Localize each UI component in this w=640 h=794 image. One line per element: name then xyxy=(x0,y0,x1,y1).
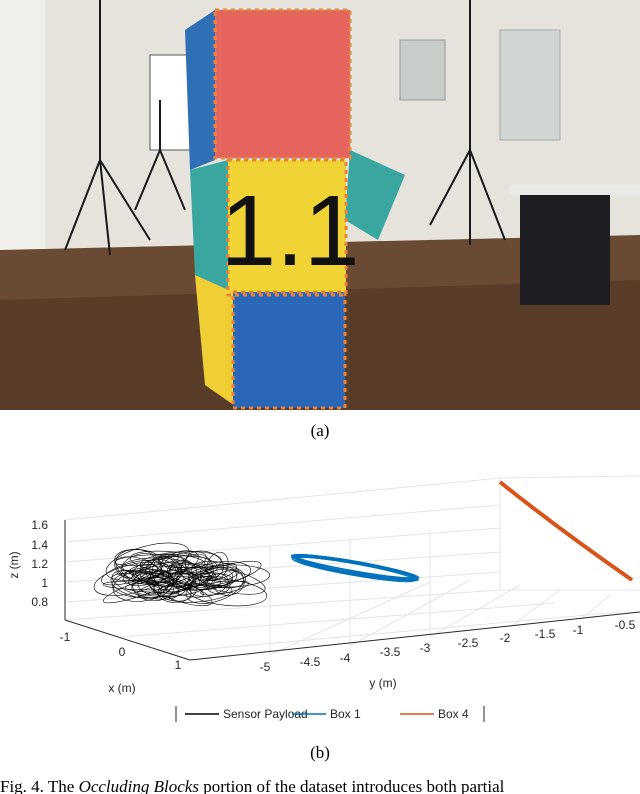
box1-trajectory xyxy=(290,553,420,583)
caption-prefix: Fig. 4. The xyxy=(0,777,79,794)
payload-loop xyxy=(114,556,164,585)
z-tick-label: 1 xyxy=(41,576,48,590)
box4-trajectory xyxy=(498,480,634,582)
payload-loop xyxy=(199,561,252,582)
payload-loop xyxy=(189,572,229,597)
payload-loop xyxy=(111,565,195,598)
payload-loop xyxy=(200,563,238,582)
x-tick-label: 1 xyxy=(175,658,182,672)
z-tick-label: 1.4 xyxy=(31,538,48,552)
payload-loop xyxy=(120,557,210,587)
x-tick-label: 0 xyxy=(119,645,126,659)
payload-loop xyxy=(175,566,233,591)
y-tick-label: -4 xyxy=(340,651,351,665)
payload-loop xyxy=(185,568,244,604)
payload-loop xyxy=(206,576,231,594)
y-tick-label: -1.5 xyxy=(535,627,556,641)
panel-label: (b) xyxy=(310,743,330,762)
payload-loop xyxy=(157,555,211,569)
payload-loop xyxy=(114,549,164,575)
payload-loop xyxy=(153,570,198,602)
payload-loop xyxy=(114,554,179,566)
photo: 1.1 xyxy=(0,0,640,410)
payload-loop xyxy=(169,584,233,603)
payload-loop xyxy=(122,553,155,572)
z-tick-label: 0.8 xyxy=(31,595,48,609)
caption-rest: portion of the dataset introduces both p… xyxy=(199,777,505,794)
z-tick-label: 1.6 xyxy=(31,518,48,532)
y-tick-label: -2 xyxy=(500,631,511,645)
caption: Fig. 4. The Occluding Blocks portion of … xyxy=(0,777,505,794)
y-tick-label: -0.5 xyxy=(615,618,636,632)
caption-emphasis: Occluding Blocks xyxy=(79,777,200,794)
y-tick-label: -3 xyxy=(420,641,431,655)
legend-label: Box 1 xyxy=(330,707,361,721)
payload-loop xyxy=(168,564,190,588)
payload-loop xyxy=(177,563,266,595)
x-axis-label: x (m) xyxy=(108,681,135,695)
y-axis-label: y (m) xyxy=(369,676,396,690)
legend: Sensor Payload Box 1 Box 4 xyxy=(175,706,485,722)
payload-loop xyxy=(183,560,262,591)
y-tick-label: -4.5 xyxy=(300,655,321,669)
trajectory-plot: 1.6 1.4 1.2 1 0.8 z (m) -1 0 1 x (m) -5 -4.5 -4 -3.5 -… xyxy=(7,475,640,695)
payload-loop xyxy=(164,551,207,571)
y-tick-label: -5 xyxy=(260,660,271,674)
payload-loop xyxy=(112,568,175,602)
payload-loop xyxy=(162,572,215,594)
y-tick-label: -3.5 xyxy=(380,645,401,659)
legend-label: Sensor Payload xyxy=(223,707,308,721)
box1-loop xyxy=(293,554,417,581)
z-tick-label: 1.2 xyxy=(31,557,48,571)
x-tick-label: -1 xyxy=(60,630,71,644)
payload-loop xyxy=(200,580,249,596)
payload-loop xyxy=(148,569,174,594)
payload-trajectory xyxy=(93,542,270,607)
payload-loop xyxy=(132,556,189,581)
y-tick-label: -1 xyxy=(573,623,584,637)
legend-label: Box 4 xyxy=(438,707,469,721)
y-tick-label: -2.5 xyxy=(458,636,479,650)
panel-label: (a) xyxy=(311,421,330,440)
cube-label: 1.1 xyxy=(220,175,359,287)
z-axis-label: z (m) xyxy=(7,551,21,578)
